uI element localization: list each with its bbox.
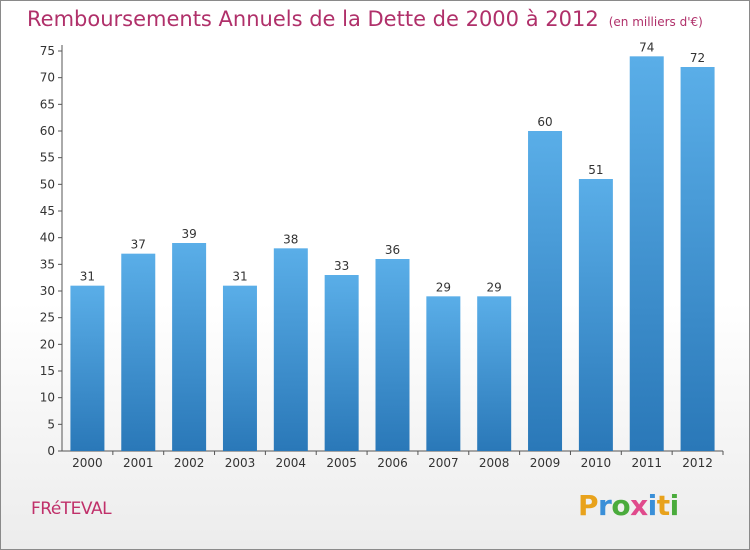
- bar: [172, 243, 207, 451]
- y-tick-label: 35: [40, 257, 55, 271]
- x-tick-label: 2012: [682, 456, 713, 470]
- bar: [578, 179, 613, 451]
- logo-letter: P: [578, 489, 599, 522]
- logo-letter: t: [656, 489, 670, 522]
- x-tick-label: 2006: [377, 456, 408, 470]
- chart-data-labels: 31 37 39 31 38 33 36 29 29 60 51 74 72: [80, 40, 705, 294]
- bar: [273, 248, 308, 451]
- data-label: 72: [690, 51, 705, 65]
- y-tick-label: 5: [47, 417, 55, 431]
- x-tick-label: 2010: [581, 456, 612, 470]
- logo-letter: r: [598, 489, 612, 522]
- bar: [121, 253, 156, 451]
- y-tick-label: 10: [40, 391, 55, 405]
- data-label: 29: [487, 280, 502, 294]
- bar: [324, 275, 359, 451]
- bar: [528, 131, 563, 451]
- bar: [375, 259, 410, 451]
- chart-subtitle: (en milliers d'€): [608, 15, 703, 29]
- x-tick-label: 2004: [276, 456, 307, 470]
- data-label: 31: [232, 270, 247, 284]
- bar: [70, 285, 105, 451]
- x-tick-label: 2001: [123, 456, 154, 470]
- y-tick-label: 45: [40, 204, 55, 218]
- proxiti-logo: Proxiti: [578, 489, 679, 522]
- y-tick-label: 0: [47, 444, 55, 458]
- y-tick-label: 40: [40, 231, 55, 245]
- logo-letter: x: [630, 489, 648, 522]
- data-label: 36: [385, 243, 400, 257]
- bar: [426, 296, 461, 451]
- chart-title-main: Remboursements Annuels de la Dette de 20…: [27, 7, 599, 31]
- bar: [629, 56, 664, 451]
- x-tick-label: 2003: [225, 456, 256, 470]
- commune-name: FRéTEVAL: [31, 499, 112, 519]
- data-label: 31: [80, 270, 95, 284]
- data-label: 33: [334, 259, 349, 273]
- y-tick-label: 20: [40, 337, 55, 351]
- data-label: 38: [283, 232, 298, 246]
- y-tick-label: 50: [40, 177, 55, 191]
- bar: [222, 285, 257, 451]
- x-tick-label: 2000: [72, 456, 103, 470]
- y-tick-label: 25: [40, 311, 55, 325]
- y-tick-label: 55: [40, 151, 55, 165]
- chart-bars: [70, 56, 715, 451]
- y-tick-label: 65: [40, 97, 55, 111]
- data-label: 51: [588, 163, 603, 177]
- logo-letter: i: [669, 489, 680, 522]
- x-tick-label: 2002: [174, 456, 205, 470]
- x-tick-label: 2008: [479, 456, 510, 470]
- chart-title: Remboursements Annuels de la Dette de 20…: [27, 7, 703, 31]
- bar: [680, 67, 715, 451]
- chart-axes: 0 5 10 15 20 25 30 35 40 45 50 55 60 65 70 75 2000 2001 20…: [40, 44, 724, 470]
- x-tick-label: 2007: [428, 456, 459, 470]
- y-tick-label: 30: [40, 284, 55, 298]
- x-tick-label: 2009: [530, 456, 561, 470]
- data-label: 29: [436, 280, 451, 294]
- logo-letter: o: [611, 489, 631, 522]
- x-tick-label: 2005: [326, 456, 357, 470]
- data-label: 60: [537, 115, 552, 129]
- logo-letter: i: [647, 489, 658, 522]
- bar: [477, 296, 512, 451]
- data-label: 74: [639, 40, 654, 54]
- y-tick-label: 60: [40, 124, 55, 138]
- y-tick-label: 70: [40, 71, 55, 85]
- data-label: 39: [181, 227, 196, 241]
- data-label: 37: [131, 238, 146, 252]
- y-tick-label: 15: [40, 364, 55, 378]
- y-tick-label: 75: [40, 44, 55, 58]
- x-tick-label: 2011: [631, 456, 662, 470]
